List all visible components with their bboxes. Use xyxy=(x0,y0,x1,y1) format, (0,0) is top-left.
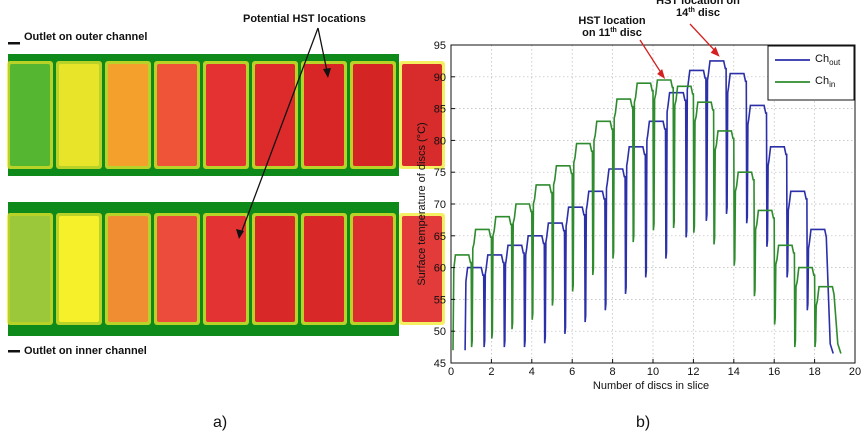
x-tick-label: 2 xyxy=(488,366,494,378)
series-ch-out-line xyxy=(464,60,834,354)
inner-disc xyxy=(255,216,295,322)
panel-a: Outlet on outer channel Outlet on inner … xyxy=(7,13,445,431)
y-tick-label: 45 xyxy=(434,358,446,370)
outer-disc xyxy=(402,64,442,166)
legend-label-ch-out: Chout xyxy=(815,53,841,67)
inner-outlet-marker xyxy=(8,350,20,353)
chart-series xyxy=(452,60,842,354)
inner-disc xyxy=(304,216,344,322)
inner-outlet-label: Outlet on inner channel xyxy=(24,345,147,357)
y-tick-label: 75 xyxy=(434,167,446,179)
x-axis-label: Number of discs in slice xyxy=(593,380,709,392)
hst-arrow-top xyxy=(317,27,329,77)
hst-arrowhead-11th xyxy=(657,68,666,79)
inner-disc xyxy=(157,216,197,322)
x-tick-labels: 0 2 4 6 8 10 12 14 16 18 20 xyxy=(448,366,861,378)
outer-disc xyxy=(157,64,197,166)
y-tick-label: 95 xyxy=(434,40,446,52)
y-tick-label: 90 xyxy=(434,72,446,84)
hst-arrow-11th xyxy=(639,39,664,77)
y-tick-label: 80 xyxy=(434,135,446,147)
x-tick-label: 10 xyxy=(647,366,659,378)
y-tick-label: 55 xyxy=(434,294,446,306)
x-tick-label: 4 xyxy=(529,366,535,378)
outer-disc xyxy=(255,64,295,166)
y-tick-label: 50 xyxy=(434,326,446,338)
hst-label-11th-disc: HST location on 11th disc xyxy=(578,15,646,39)
outer-disc xyxy=(59,64,99,166)
outer-channel-discs xyxy=(7,61,445,169)
outer-outlet-label: Outlet on outer channel xyxy=(24,31,147,43)
inner-disc xyxy=(353,216,393,322)
inner-channel-discs xyxy=(7,213,445,325)
series-ch-in-line xyxy=(452,79,842,354)
outer-disc xyxy=(304,64,344,166)
outer-disc xyxy=(206,64,246,166)
inner-disc xyxy=(206,216,246,322)
hst-arrow-14th xyxy=(689,23,719,55)
panel-b: 45 50 55 60 65 70 75 80 85 90 95 0 2 4 6 8 10 12 14 16 18 20… xyxy=(416,0,861,431)
x-tick-label: 8 xyxy=(610,366,616,378)
outer-disc xyxy=(108,64,148,166)
hst-arrowhead-bottom xyxy=(236,229,244,239)
outer-disc xyxy=(10,64,50,166)
x-tick-label: 12 xyxy=(687,366,699,378)
hst-label-14th-disc: HST location on 14th disc xyxy=(656,0,740,19)
x-tick-label: 6 xyxy=(569,366,575,378)
hst-annotation-label: Potential HST locations xyxy=(243,13,366,25)
x-tick-label: 14 xyxy=(728,366,740,378)
caption-b: b) xyxy=(636,414,650,431)
x-tick-label: 20 xyxy=(849,366,861,378)
legend-box xyxy=(767,45,855,101)
hst-arrow-bottom xyxy=(239,27,319,237)
caption-a: a) xyxy=(213,414,227,431)
y-tick-label: 85 xyxy=(434,104,446,116)
inner-disc xyxy=(108,216,148,322)
inner-disc xyxy=(59,216,99,322)
x-tick-label: 16 xyxy=(768,366,780,378)
y-tick-labels: 45 50 55 60 65 70 75 80 85 90 95 xyxy=(434,40,446,370)
y-tick-label: 65 xyxy=(434,231,446,243)
hst-chart-annotations: HST location on 11th disc HST location on 1… xyxy=(578,0,740,79)
y-axis-label: Surface temperature of discs (°C) xyxy=(416,122,428,285)
legend-label-ch-in: Chin xyxy=(815,75,835,89)
chart-ticks xyxy=(450,44,856,364)
y-tick-label: 60 xyxy=(434,263,446,275)
x-tick-label: 18 xyxy=(808,366,820,378)
y-tick-label: 70 xyxy=(434,199,446,211)
x-tick-label: 0 xyxy=(448,366,454,378)
inner-disc xyxy=(10,216,50,322)
hst-arrowhead-top xyxy=(323,68,331,78)
legend: Chout Chin xyxy=(767,45,855,101)
outer-outlet-marker xyxy=(8,42,20,45)
inner-disc xyxy=(402,216,442,322)
outer-disc xyxy=(353,64,393,166)
hst-arrowhead-14th xyxy=(710,46,720,57)
